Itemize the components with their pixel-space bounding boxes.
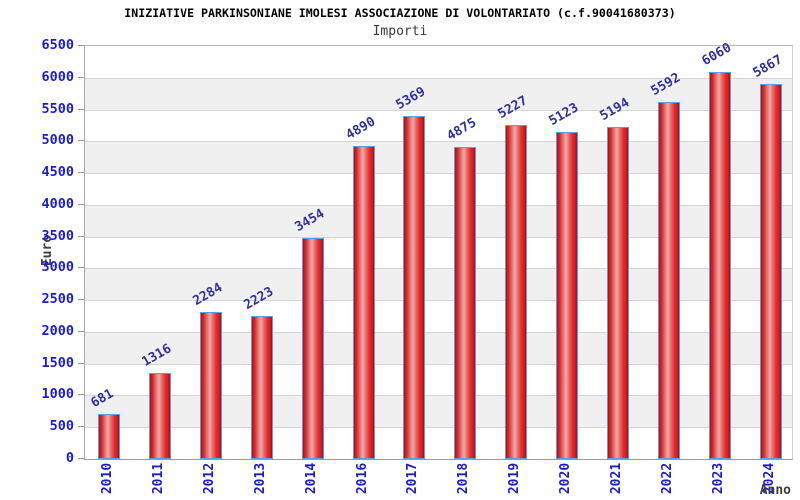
y-tick-mark — [78, 362, 84, 364]
y-tick-label: 3000 — [41, 259, 74, 276]
y-tick-mark — [78, 458, 84, 459]
x-tick-label: 2020 — [558, 462, 574, 495]
y-tick-label: 3500 — [41, 227, 74, 244]
x-tick-label: 2021 — [609, 462, 625, 495]
bar — [759, 84, 782, 459]
bar — [556, 131, 579, 459]
y-tick-label: 5000 — [41, 132, 74, 149]
gridline — [85, 363, 792, 365]
gridline — [85, 268, 792, 270]
gridline — [85, 300, 792, 302]
gridline — [85, 141, 792, 143]
bar — [250, 315, 273, 459]
bar — [352, 146, 375, 459]
plot-band — [85, 109, 792, 142]
y-tick-mark — [78, 172, 84, 174]
bar — [403, 115, 426, 459]
y-tick-mark — [78, 299, 84, 301]
plot-band — [85, 395, 792, 428]
x-tick-label: 2018 — [456, 462, 472, 495]
y-tick-mark — [78, 108, 84, 110]
bar — [454, 147, 477, 459]
gridline — [85, 109, 792, 111]
bar — [708, 71, 731, 459]
x-tick-label: 2017 — [405, 462, 421, 495]
bar — [98, 413, 120, 459]
x-tick-label: 2016 — [354, 462, 370, 495]
chart-subtitle: Importi — [372, 24, 428, 39]
y-tick-label: 1500 — [41, 354, 74, 371]
x-tick-label: 2022 — [660, 462, 676, 495]
y-tick-label: 2500 — [41, 291, 74, 308]
plot-band — [85, 427, 792, 459]
gridline — [85, 204, 792, 206]
plot-area: 681 1316 2284 2223 3454 4890 5369 4875 5227 5123 5… — [84, 40, 793, 460]
chart-title: INIZIATIVE PARKINSONIANE IMOLESI ASSOCIA… — [124, 6, 676, 20]
gridline — [85, 427, 792, 429]
x-axis-title: Anno — [759, 483, 791, 498]
gridline — [85, 173, 792, 175]
x-tick-label: 2010 — [100, 462, 116, 495]
y-tick-mark — [78, 426, 84, 428]
plot-band — [85, 236, 792, 269]
bar — [657, 101, 680, 459]
y-tick-mark — [78, 203, 84, 205]
plot-band — [85, 331, 792, 364]
x-tick-label: 2019 — [507, 462, 523, 495]
gridline — [85, 77, 792, 79]
gridline — [85, 395, 792, 397]
y-tick-mark — [78, 140, 84, 142]
plot-band — [85, 300, 792, 332]
x-tick-label: 2013 — [252, 462, 268, 495]
x-tick-label: 2011 — [151, 462, 167, 495]
plot-band — [85, 173, 792, 205]
y-tick-label: 5500 — [41, 100, 74, 117]
gridline — [85, 331, 792, 333]
y-tick-mark — [78, 330, 84, 332]
bar — [607, 126, 629, 459]
y-tick-mark — [78, 235, 84, 237]
y-tick-mark — [78, 394, 84, 396]
y-tick-mark — [78, 45, 84, 46]
plot-band — [85, 46, 792, 78]
gridline — [85, 236, 792, 238]
bar — [301, 237, 324, 459]
plot-band — [85, 204, 792, 237]
y-tick-mark — [78, 267, 84, 269]
y-tick-label: 0 — [65, 450, 74, 466]
y-tick-label: 4000 — [41, 195, 74, 212]
bar — [148, 373, 171, 459]
y-tick-label: 6000 — [41, 68, 74, 85]
bar — [199, 311, 222, 459]
y-tick-mark — [78, 76, 84, 78]
plot-band — [85, 141, 792, 174]
y-tick-label: 6500 — [41, 37, 74, 53]
y-tick-label: 1000 — [41, 386, 74, 403]
y-tick-label: 2000 — [41, 322, 74, 339]
bar — [505, 124, 528, 459]
plot-band — [85, 77, 792, 110]
plot-band — [85, 363, 792, 396]
x-tick-label: 2012 — [201, 462, 217, 495]
y-tick-label: 500 — [49, 418, 74, 435]
x-tick-label: 2014 — [303, 462, 319, 495]
y-tick-label: 4500 — [41, 164, 74, 181]
